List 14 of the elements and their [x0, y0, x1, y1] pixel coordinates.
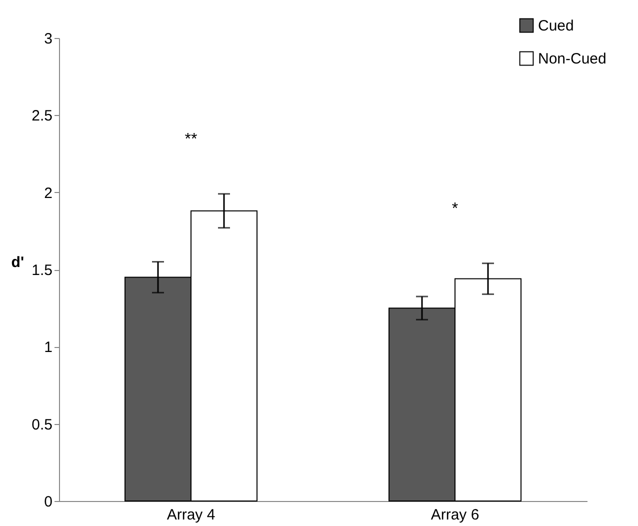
- y-tick-label: 2: [44, 184, 52, 202]
- y-tick-label: 2.5: [32, 108, 52, 125]
- y-tick-label: 3: [44, 30, 52, 48]
- annotation: **: [184, 130, 198, 148]
- x-tick-label: Array 6: [430, 506, 480, 524]
- y-tick-label: 0: [44, 494, 52, 510]
- x-tick-label: Array 4: [166, 506, 216, 524]
- annotation: *: [452, 200, 458, 218]
- y-tick-label: 0.5: [32, 416, 52, 434]
- y-axis-title: d': [11, 254, 24, 271]
- y-tick-label: 1.5: [32, 262, 52, 279]
- legend-label: Non-Cued: [538, 50, 606, 68]
- y-tick-label: 1: [44, 339, 52, 356]
- legend-label: Cued: [538, 18, 574, 34]
